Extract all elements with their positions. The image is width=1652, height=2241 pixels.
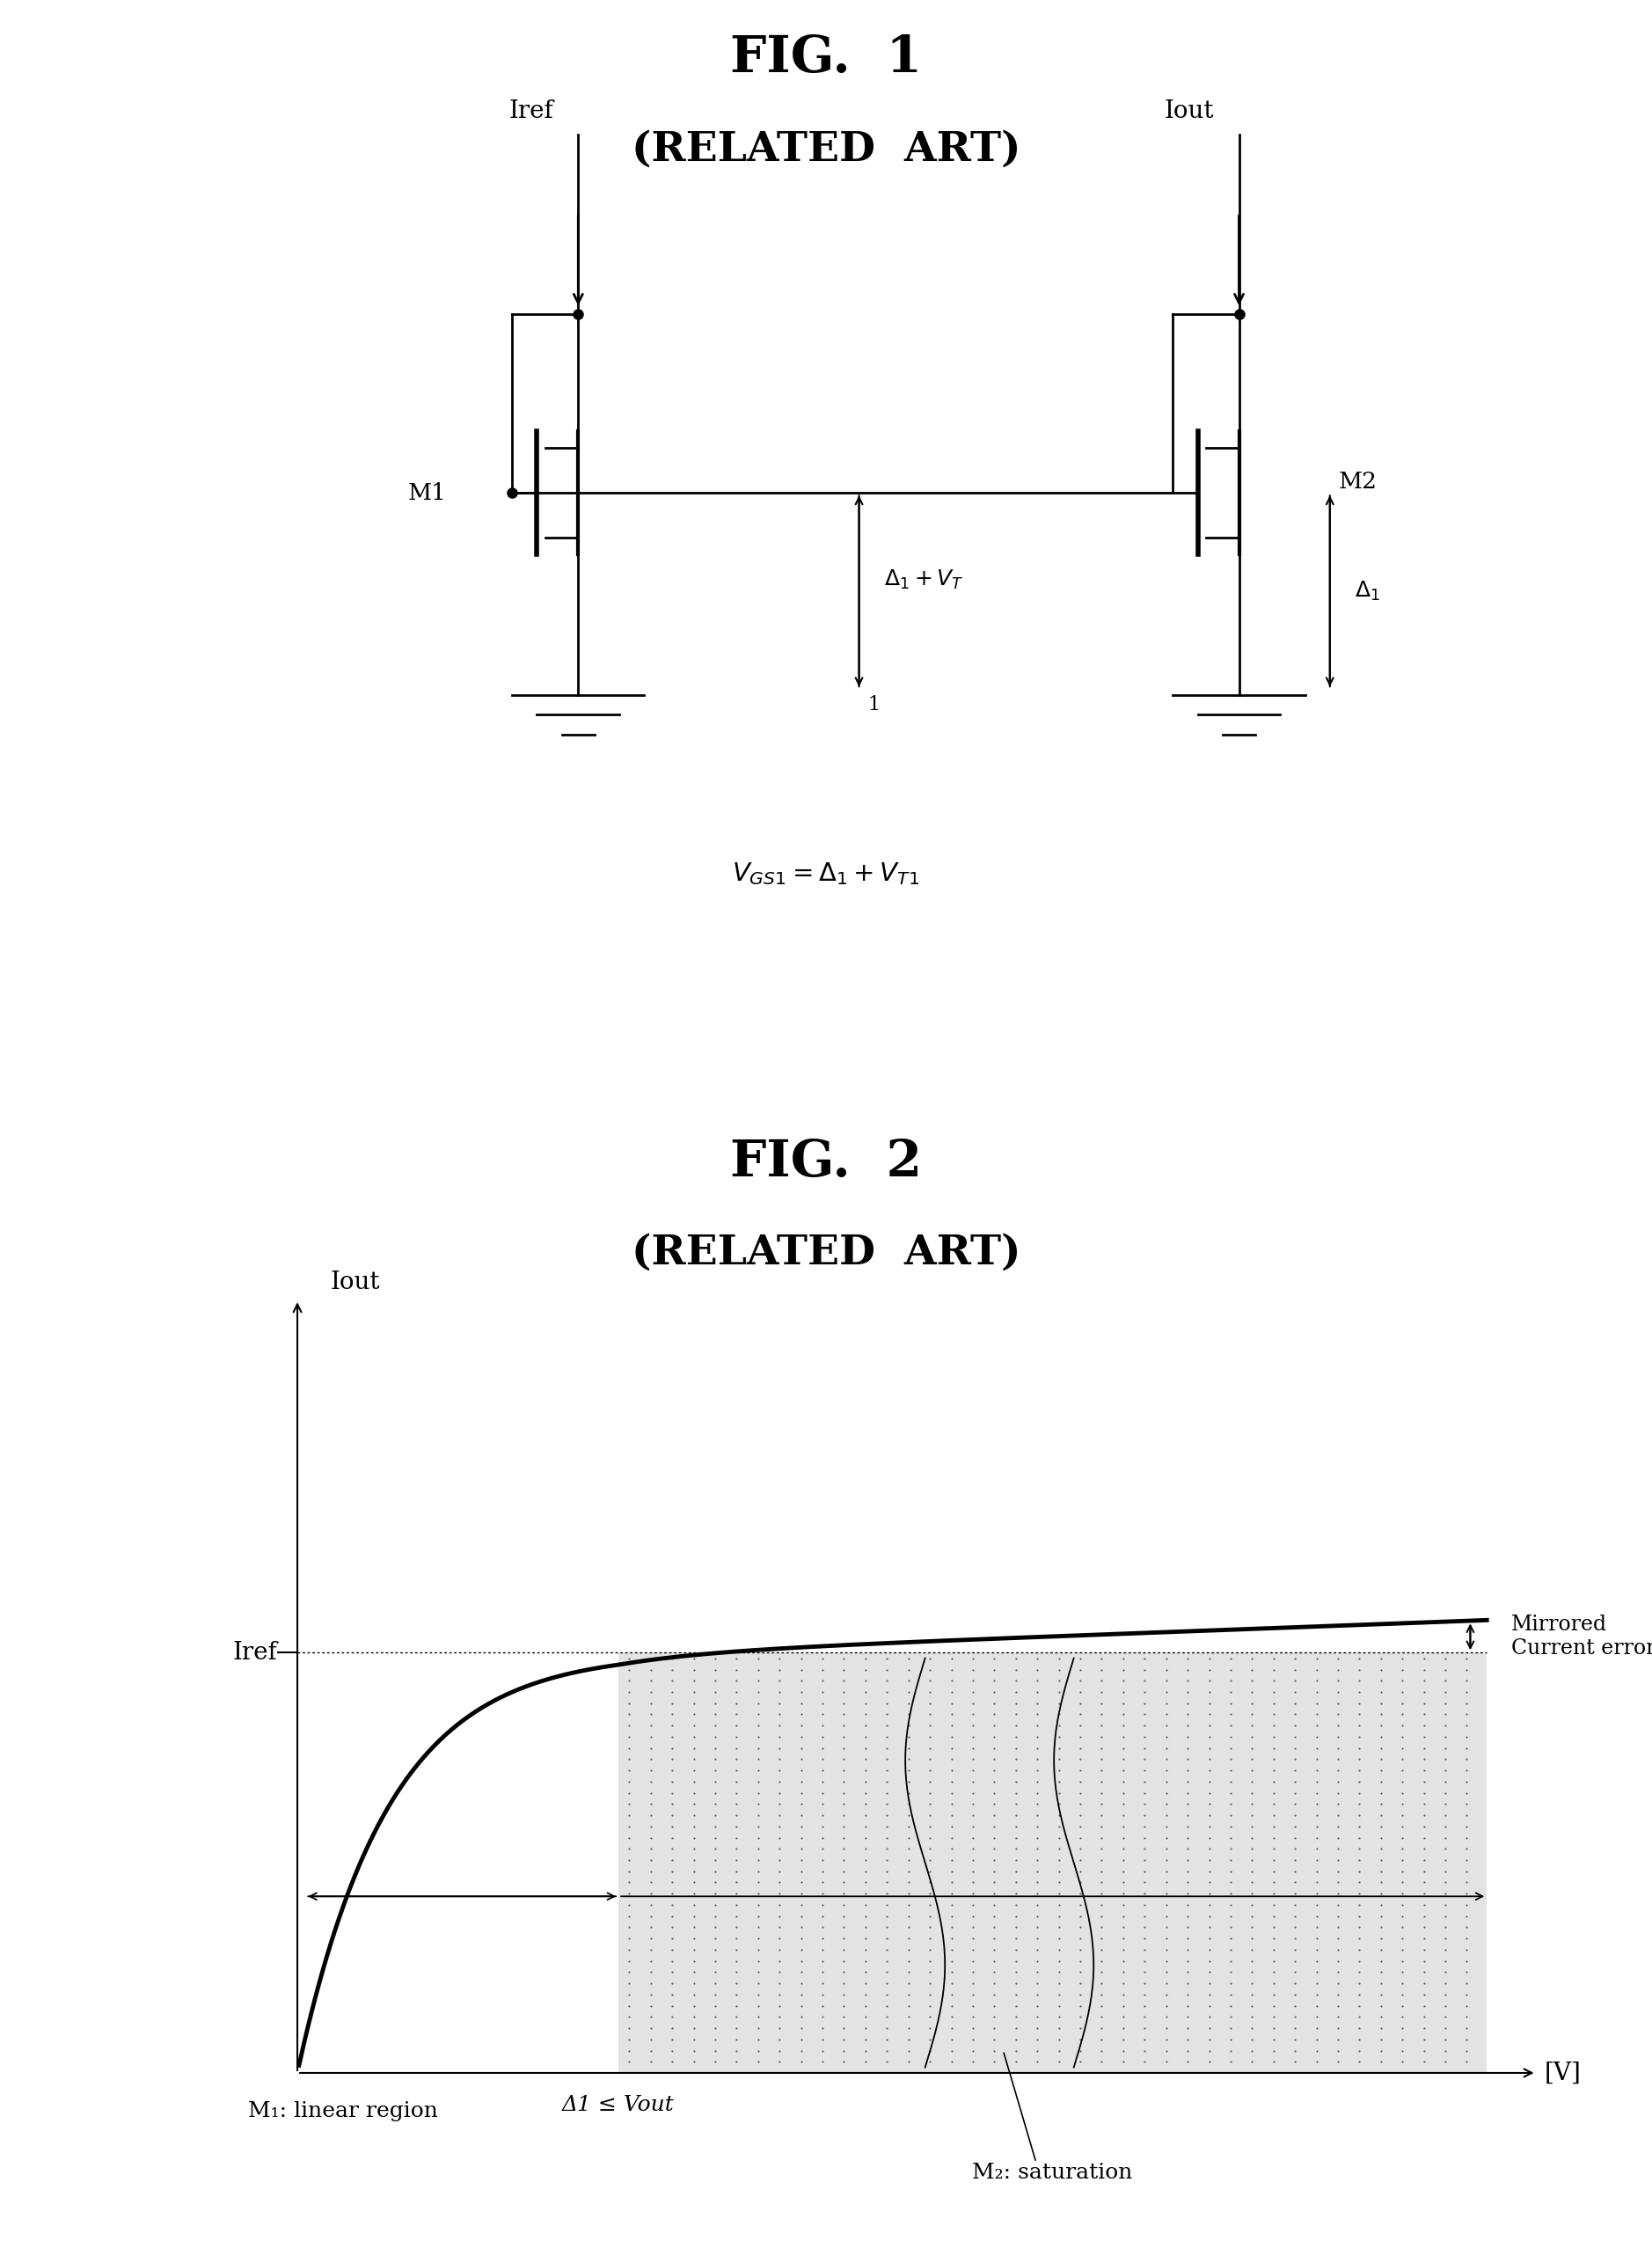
Bar: [618, 1652, 1487, 2073]
Text: $\Delta_1 + V_T$: $\Delta_1 + V_T$: [884, 569, 963, 592]
Text: Iref: Iref: [509, 99, 553, 123]
Text: Δ1 ≤ Vout: Δ1 ≤ Vout: [562, 2095, 674, 2116]
Text: Iout: Iout: [330, 1271, 380, 1293]
Text: M₂: saturation: M₂: saturation: [973, 2163, 1133, 2183]
Text: Mirrored
Current error: Mirrored Current error: [1512, 1616, 1652, 1658]
Text: [V]: [V]: [1545, 2062, 1581, 2084]
Text: 1: 1: [867, 695, 881, 715]
Text: $V_{GS1} = \Delta_1 + V_{T1}$: $V_{GS1} = \Delta_1 + V_{T1}$: [732, 861, 920, 887]
Text: $\Delta_1$: $\Delta_1$: [1355, 580, 1379, 603]
Text: Iref: Iref: [233, 1640, 278, 1665]
Text: M₁: linear region: M₁: linear region: [248, 2102, 438, 2122]
Text: (RELATED  ART): (RELATED ART): [631, 128, 1021, 170]
Text: M2: M2: [1338, 471, 1376, 493]
Text: Iout: Iout: [1165, 99, 1214, 123]
Text: FIG.  1: FIG. 1: [730, 34, 922, 83]
Text: M1: M1: [408, 482, 446, 504]
Text: (RELATED  ART): (RELATED ART): [631, 1233, 1021, 1273]
Text: FIG.  2: FIG. 2: [730, 1136, 922, 1185]
